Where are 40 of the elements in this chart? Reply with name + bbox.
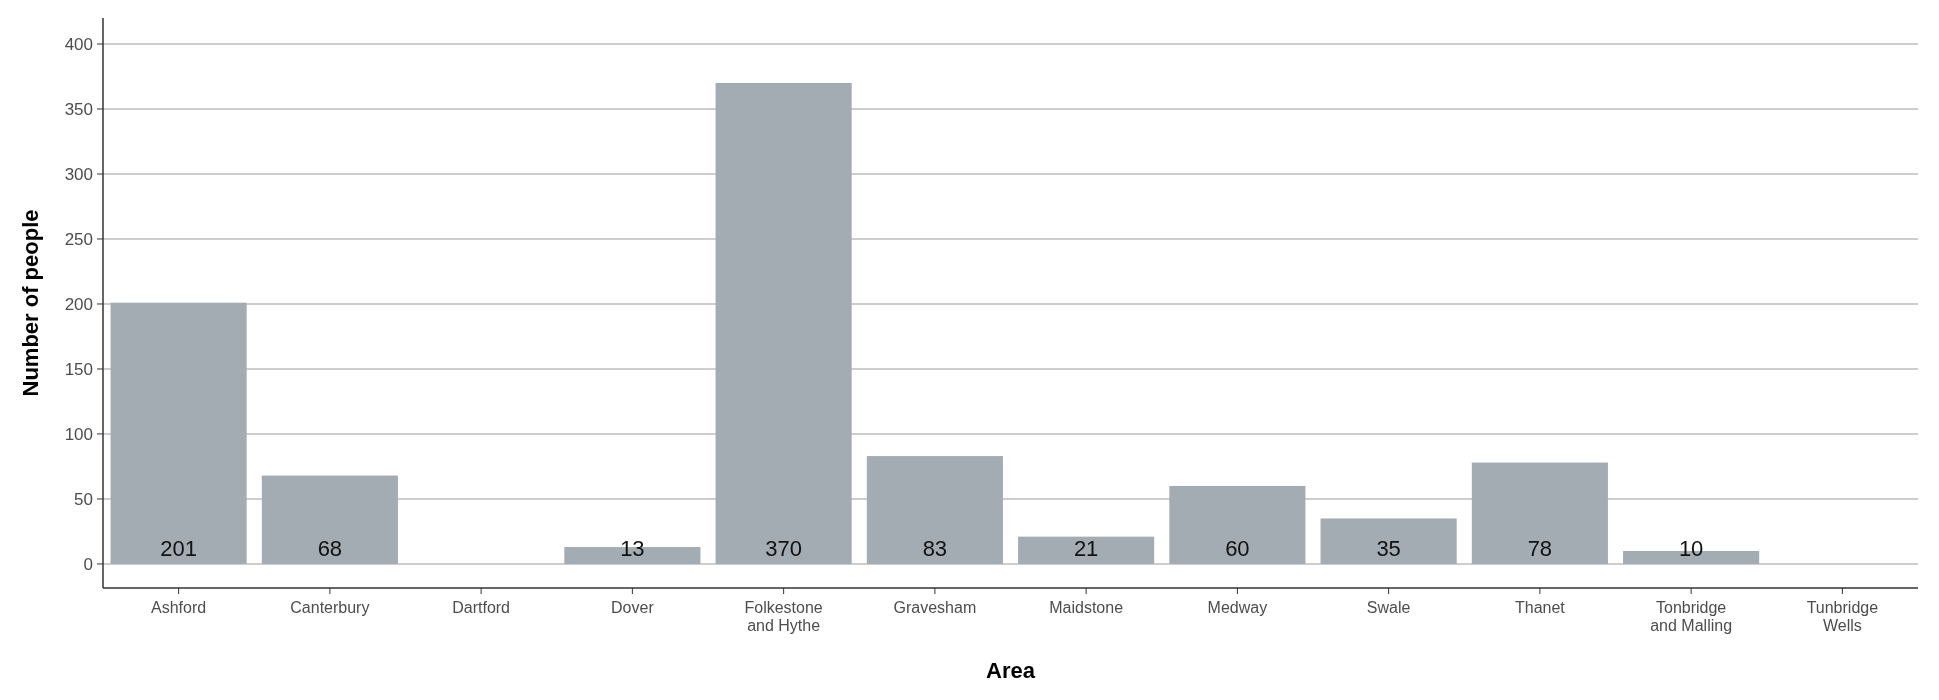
data-label: 68 xyxy=(317,535,343,561)
y-tick-label: 400 xyxy=(64,34,93,54)
y-tick-label: 100 xyxy=(64,424,93,444)
x-tick-label: Dartford xyxy=(452,599,511,616)
bar xyxy=(866,456,1003,564)
y-tick-label: 250 xyxy=(64,229,93,249)
y-tick-label: 50 xyxy=(74,489,93,509)
bar xyxy=(261,475,398,564)
data-label: 201 xyxy=(160,535,197,561)
x-tick-label: Swale xyxy=(1366,599,1411,616)
data-label: 78 xyxy=(1527,535,1553,561)
bar xyxy=(110,302,247,564)
x-axis-title: Area xyxy=(986,658,1036,683)
x-tick-label: Tunbridge Wells xyxy=(1806,599,1879,635)
data-label: 60 xyxy=(1225,535,1250,561)
x-tick-label: Canterbury xyxy=(290,599,370,616)
y-tick-label: 0 xyxy=(83,554,93,574)
x-tick-label: Dover xyxy=(611,599,655,616)
x-tick-label: Gravesham xyxy=(893,599,977,616)
x-tick-label: Folkestone and Hythe xyxy=(744,599,823,635)
bar xyxy=(1169,485,1306,564)
y-tick-label: 200 xyxy=(64,294,93,314)
x-tick-label: Medway xyxy=(1207,599,1268,616)
bar xyxy=(1018,536,1155,564)
bar xyxy=(715,82,852,564)
x-tick-label: Maidstone xyxy=(1049,599,1124,616)
y-tick-label: 350 xyxy=(64,99,93,119)
y-tick-label: 150 xyxy=(64,359,93,379)
bar xyxy=(1320,518,1457,564)
y-tick-label: 300 xyxy=(64,164,93,184)
bar xyxy=(1471,462,1608,564)
data-label: 370 xyxy=(765,535,802,561)
x-tick-label: Tonbridge and Malling xyxy=(1650,599,1733,635)
data-label: 83 xyxy=(922,535,948,561)
x-tick-label: Thanet xyxy=(1514,599,1566,616)
y-axis-title: Number of people xyxy=(18,209,43,397)
x-tick-label: Ashford xyxy=(151,599,207,616)
data-label: 10 xyxy=(1678,535,1704,561)
data-label: 35 xyxy=(1376,535,1401,561)
data-label: 21 xyxy=(1073,535,1099,561)
